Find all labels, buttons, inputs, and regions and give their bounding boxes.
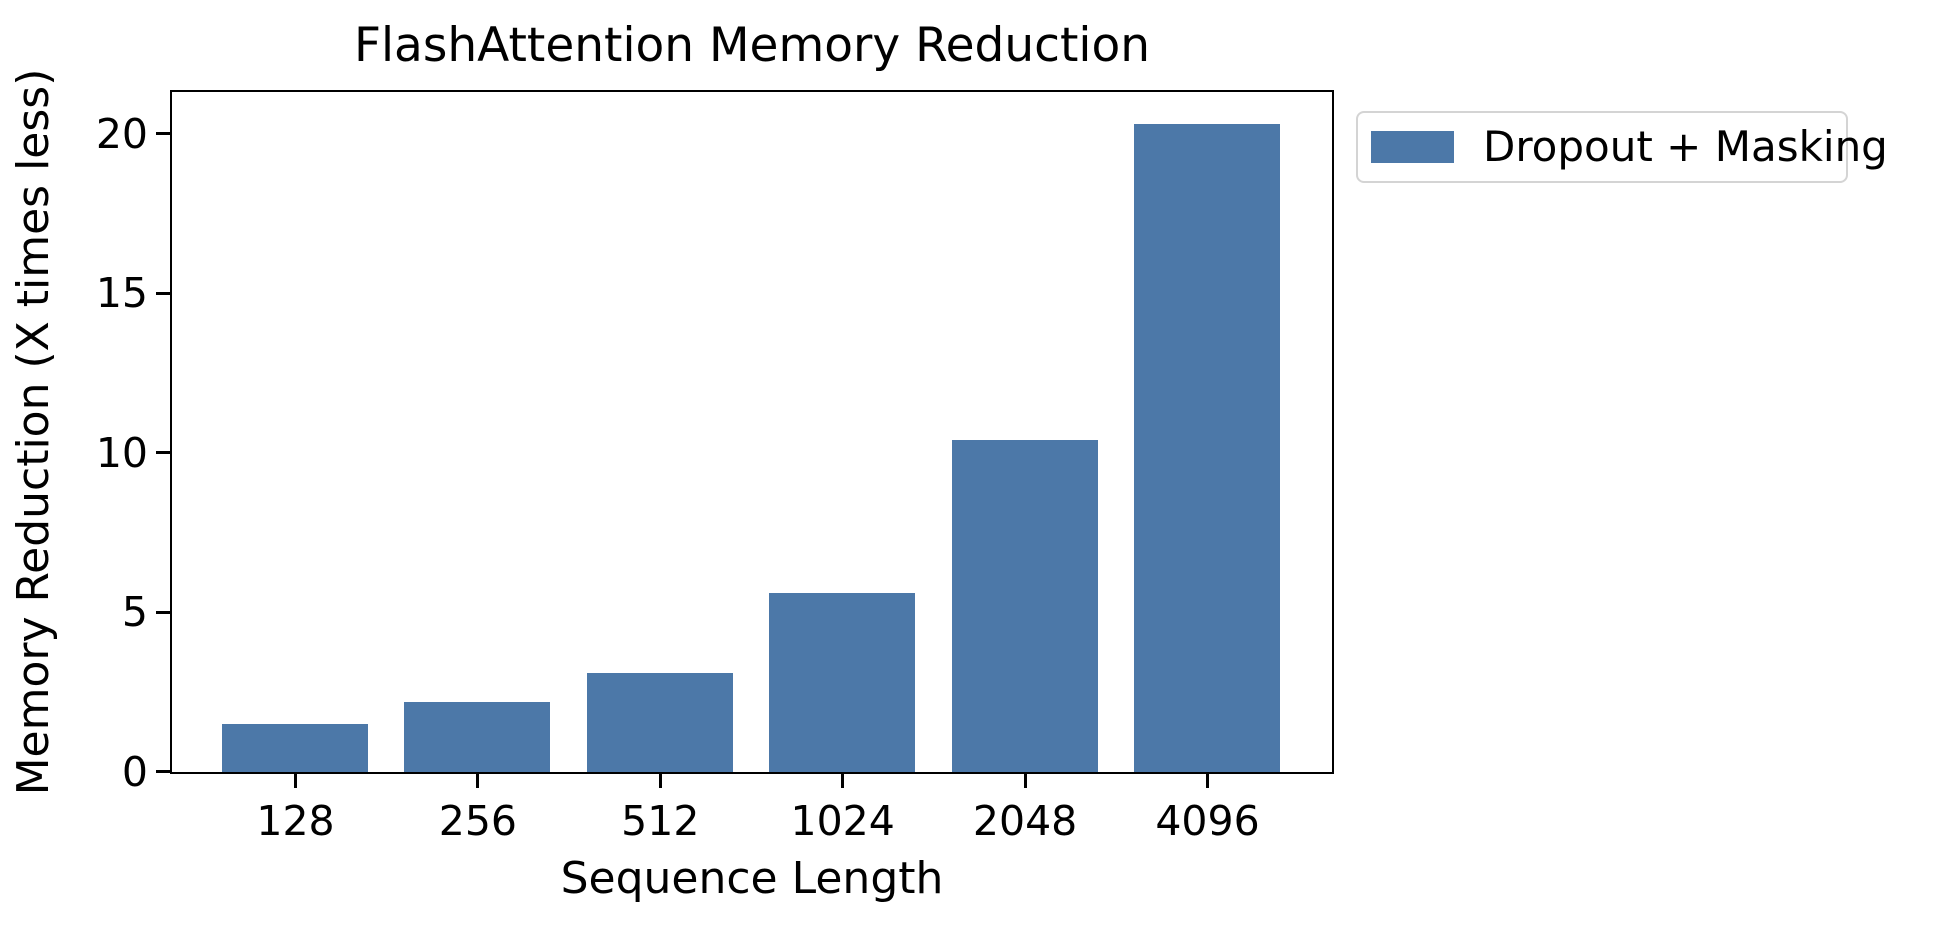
- legend-swatch-icon: [1371, 131, 1454, 163]
- chart-title: FlashAttention Memory Reduction: [353, 18, 1151, 73]
- x-tick-1024: [841, 774, 845, 788]
- x-tick-512: [658, 774, 662, 788]
- x-tick-4096: [1206, 774, 1209, 788]
- y-tick-15: [156, 291, 170, 295]
- x-tick-label-512: 512: [621, 797, 700, 845]
- x-tick-2048: [1023, 774, 1027, 788]
- plot-area: [170, 90, 1334, 774]
- bar-256: [404, 701, 551, 772]
- x-tick-label-4096: 4096: [1155, 797, 1260, 845]
- y-tick-label-5: 5: [121, 588, 148, 636]
- x-tick-label-256: 256: [438, 797, 518, 845]
- x-tick-128: [294, 774, 297, 788]
- y-tick-0: [156, 770, 170, 773]
- y-tick-20: [156, 132, 170, 135]
- x-tick-label-128: 128: [256, 797, 335, 845]
- bar-4096: [1134, 124, 1280, 772]
- bar-128: [222, 724, 368, 772]
- y-tick-label-20: 20: [95, 109, 148, 158]
- bar-1024: [769, 593, 916, 772]
- y-tick-label-10: 10: [95, 428, 148, 477]
- x-tick-label-1024: 1024: [790, 797, 895, 845]
- legend: Dropout + Masking: [1356, 111, 1888, 183]
- y-tick-label-0: 0: [121, 747, 148, 796]
- y-tick-label-15: 15: [95, 269, 148, 317]
- x-tick-256: [476, 774, 480, 788]
- y-tick-10: [156, 451, 170, 454]
- legend-label: Dropout + Masking: [1483, 122, 1888, 171]
- x-tick-label-2048: 2048: [972, 797, 1078, 845]
- x-axis-label: Sequence Length: [560, 853, 944, 904]
- y-tick-5: [156, 610, 170, 614]
- bar-2048: [951, 440, 1098, 772]
- bar-512: [586, 673, 733, 772]
